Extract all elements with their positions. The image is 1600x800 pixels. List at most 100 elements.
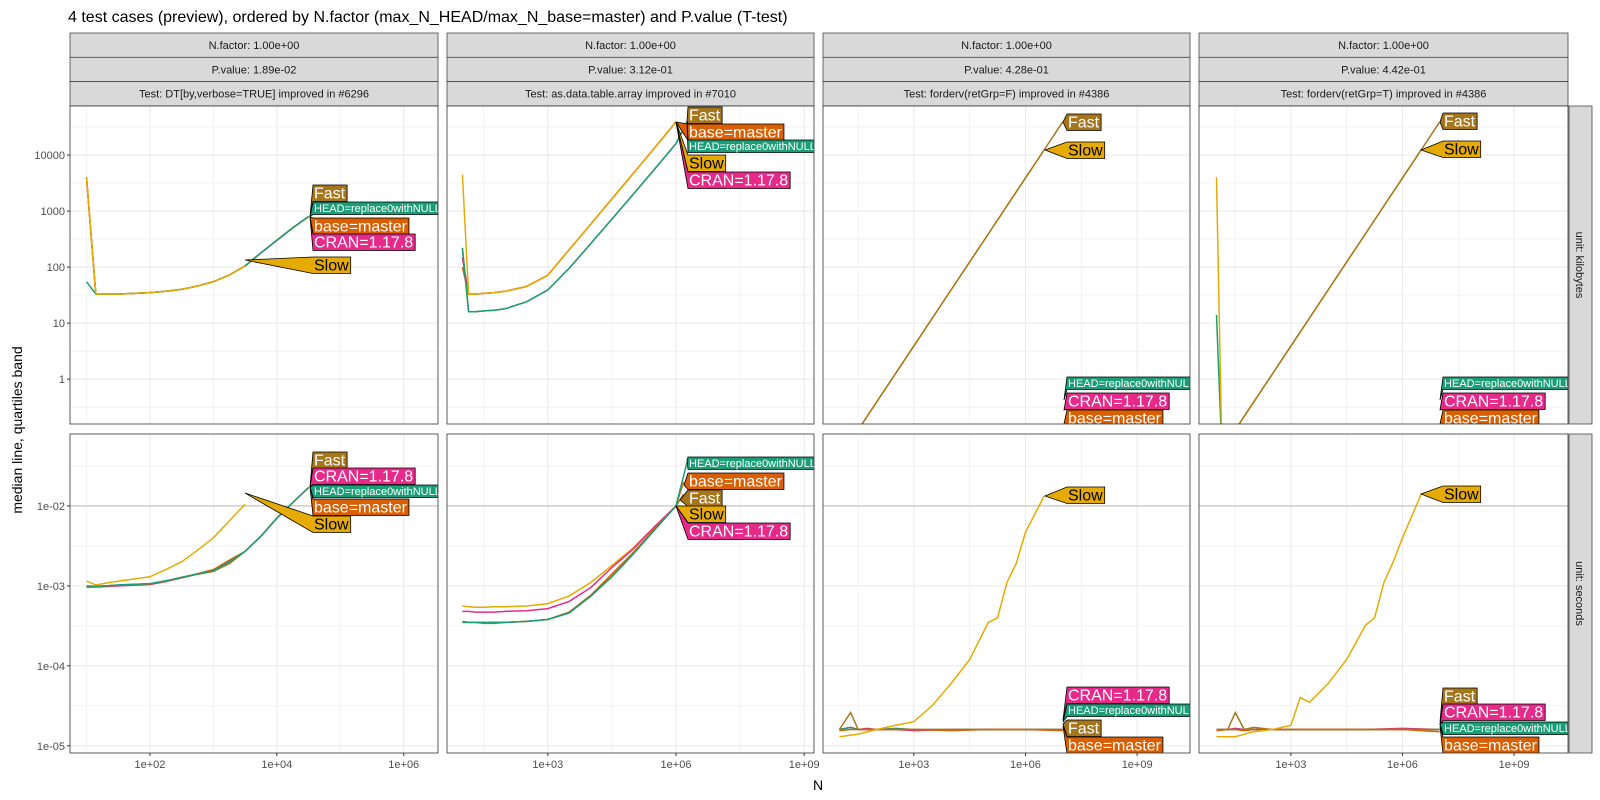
direct-label-box xyxy=(686,120,814,153)
direct-label-box xyxy=(1419,485,1482,503)
panel-border xyxy=(69,433,439,754)
series-line-base xyxy=(839,728,1063,732)
x-tick-label: 1e+09 xyxy=(1499,759,1530,771)
direct-label-base: base=master xyxy=(314,219,408,236)
facet-strip-pvalue-label: P.value: 4.28e-01 xyxy=(964,64,1049,76)
direct-label-box xyxy=(675,121,785,141)
panel-4-seconds: Slow FastCRAN=1.17.8HEAD=replace0withNULL… xyxy=(1198,433,1571,755)
direct-label-box xyxy=(1439,703,1546,726)
panel-2-seconds: HEAD=replace0withNULL base=masterFastSlow… xyxy=(446,433,816,754)
direct-label-fast: Fast xyxy=(1068,115,1100,132)
x-tick-label: 1e+06 xyxy=(1387,759,1418,771)
panel-3-kilobytes: Fast Slow HEAD=replace0withNULL CRAN=1.17.8… xyxy=(822,105,1191,428)
direct-label-cran: CRAN=1.17.8 xyxy=(1444,705,1543,722)
direct-label-head: HEAD=replace0withNULL xyxy=(1068,705,1195,717)
direct-label-box xyxy=(309,201,438,219)
direct-label-cran: CRAN=1.17.8 xyxy=(689,524,788,541)
direct-label-cran: CRAN=1.17.8 xyxy=(314,235,413,252)
series-line-fast xyxy=(861,121,1064,424)
direct-label-head: HEAD=replace0withNULL xyxy=(314,486,441,498)
facet-strip-test xyxy=(446,81,815,107)
direct-label-fast: Fast xyxy=(1068,721,1100,738)
direct-label-box xyxy=(683,472,785,490)
series-line-head xyxy=(462,462,688,624)
series-line-cran xyxy=(462,505,677,613)
panel-border xyxy=(446,105,815,425)
direct-label-box xyxy=(686,106,723,124)
direct-label-base: base=master xyxy=(1444,738,1538,755)
panel-border xyxy=(822,105,1191,425)
direct-label-fast: Fast xyxy=(314,186,346,203)
panel-border xyxy=(446,433,815,754)
direct-label-box xyxy=(675,505,791,540)
direct-label-slow: Slow xyxy=(314,517,349,534)
direct-label-slow: Slow xyxy=(689,507,724,524)
facet-strip-test-label: Test: DT[by,verbose=TRUE] improved in #6… xyxy=(139,89,369,101)
x-axis-title: N xyxy=(813,777,823,793)
direct-label-slow: Slow xyxy=(1444,142,1479,159)
direct-label-fast: Fast xyxy=(689,491,721,508)
y-tick-label: 1e-02 xyxy=(37,501,65,513)
direct-label-cran: CRAN=1.17.8 xyxy=(1444,394,1543,411)
series-line-slow xyxy=(461,121,677,295)
facet-strip-nfactor-label: N.factor: 1.00e+00 xyxy=(1338,40,1429,52)
direct-label-box xyxy=(309,486,410,516)
facet-strip-pvalue xyxy=(1198,56,1569,82)
facet-strip-nfactor-label: N.factor: 1.00e+00 xyxy=(585,40,676,52)
direct-label-box xyxy=(1063,392,1170,411)
direct-label-box xyxy=(1063,376,1190,401)
facet-strip-pvalue xyxy=(69,56,439,82)
direct-label-box xyxy=(1062,703,1190,723)
x-tick-label: 1e+06 xyxy=(1010,759,1041,771)
direct-label-base: base=master xyxy=(1068,738,1162,755)
facet-strip-test xyxy=(1198,81,1569,107)
direct-label-box xyxy=(1439,721,1568,735)
facet-strip-nfactor-label: N.factor: 1.00e+00 xyxy=(961,40,1052,52)
direct-label-head: HEAD=replace0withNULL xyxy=(689,458,816,470)
direct-label-slow: Slow xyxy=(1444,487,1479,504)
direct-label-head: HEAD=replace0withNULL xyxy=(689,141,816,153)
series-line-slow xyxy=(85,177,246,295)
direct-label-base: base=master xyxy=(689,474,783,491)
direct-label-box xyxy=(1439,392,1546,411)
direct-label-slow: Slow xyxy=(1068,488,1103,505)
series-line-head xyxy=(1215,314,1222,424)
facet-strip-unit xyxy=(1568,433,1593,754)
direct-label-box xyxy=(244,256,352,274)
x-tick-label: 1e+03 xyxy=(1275,759,1306,771)
series-line-fast xyxy=(1238,121,1441,424)
direct-label-box xyxy=(1063,409,1164,424)
direct-label-cran: CRAN=1.17.8 xyxy=(1068,688,1167,705)
direct-label-box xyxy=(1043,141,1106,159)
direct-label-box xyxy=(1439,409,1540,424)
facet-strip-nfactor xyxy=(69,32,439,58)
panel-4-kilobytes: Fast Slow HEAD=replace0withNULL CRAN=1.17.8… xyxy=(1198,105,1569,425)
direct-label-head: HEAD=replace0withNULL xyxy=(314,203,441,215)
direct-label-head: HEAD=replace0withNULL xyxy=(1444,723,1571,735)
direct-label-box xyxy=(675,121,791,189)
panel-border xyxy=(1198,433,1569,754)
facet-strip-test-label: Test: as.data.table.array improved in #7… xyxy=(525,89,736,101)
x-tick-label: 1e+03 xyxy=(532,759,563,771)
direct-label-cran: CRAN=1.17.8 xyxy=(689,173,788,190)
facet-strip-test-label: Test: forderv(retGrp=T) improved in #438… xyxy=(1281,89,1487,101)
direct-label-fast: Fast xyxy=(689,108,721,125)
facet-strip-nfactor xyxy=(446,32,815,58)
direct-label-slow: Slow xyxy=(1068,143,1103,160)
direct-label-fast: Fast xyxy=(314,453,346,470)
direct-label-box xyxy=(309,216,416,251)
direct-label-base: base=master xyxy=(1068,411,1162,428)
facet-strip-nfactor-label: N.factor: 1.00e+00 xyxy=(209,40,300,52)
x-tick-label: 1e+09 xyxy=(1122,759,1153,771)
direct-label-box xyxy=(686,456,814,470)
facet-strip-nfactor xyxy=(822,32,1191,58)
direct-label-slow: Slow xyxy=(314,258,349,275)
facet-strip-pvalue xyxy=(822,56,1191,82)
y-tick-label: 10 xyxy=(53,318,65,330)
direct-label-box xyxy=(1043,486,1106,504)
direct-label-box xyxy=(679,489,723,507)
direct-label-cran: CRAN=1.17.8 xyxy=(1068,394,1167,411)
